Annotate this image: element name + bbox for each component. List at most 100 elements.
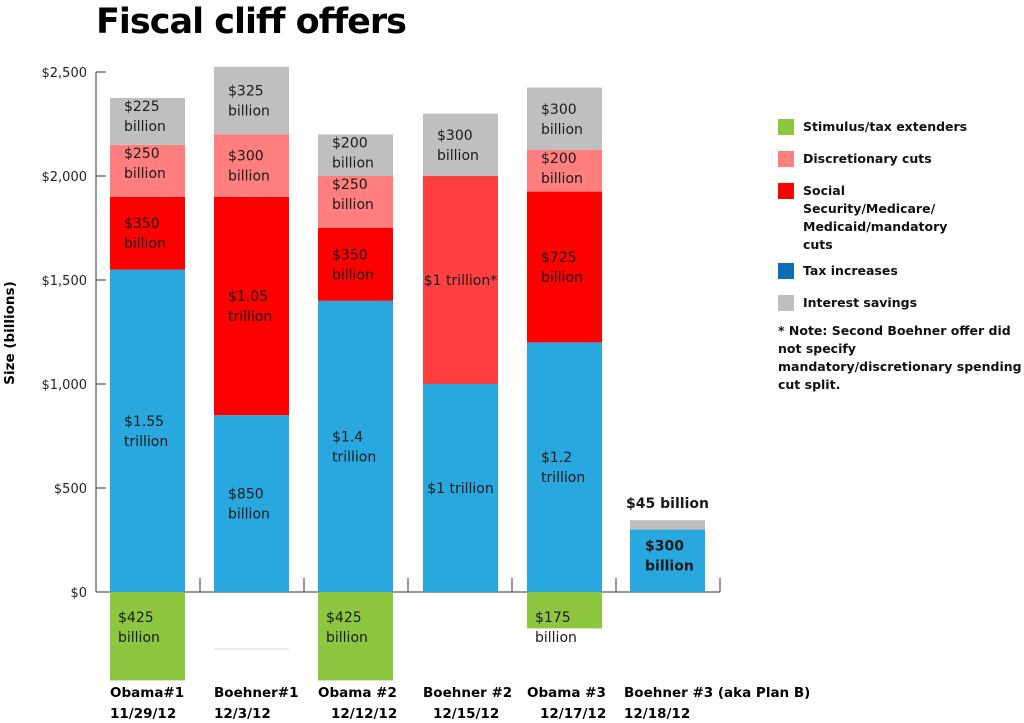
legend-swatch-tax: [778, 263, 794, 279]
segment-label: $350: [332, 247, 368, 263]
bar-segment-interest: [527, 87, 602, 150]
segment-label: billion: [124, 236, 166, 252]
legend-swatch-interest: [778, 295, 794, 311]
legend-swatch-discretionary: [778, 151, 794, 167]
segment-label: billion: [228, 104, 270, 120]
segment-label: billion: [228, 169, 270, 185]
segment-label: billion: [332, 267, 374, 283]
category-label: Boehner #3 (aka Plan B): [624, 685, 810, 701]
segment-label: $45 billion: [626, 496, 709, 512]
category-date: 11/29/12: [110, 706, 176, 722]
category-label: Boehner#1: [214, 685, 298, 701]
legend-swatch-mandatory: [778, 183, 794, 199]
segment-label: $1 trillion*: [424, 273, 498, 289]
segment-label: billion: [118, 630, 160, 646]
bar-segment-tax: [527, 342, 602, 592]
bar-segment-tax: [214, 415, 289, 592]
legend-label: Discretionary cuts: [803, 151, 932, 166]
segment-label: billion: [437, 148, 479, 164]
segment-label: billion: [541, 122, 583, 138]
segment-label: $1.2: [541, 450, 572, 466]
y-tick-label: $2,500: [42, 66, 88, 81]
segment-label: $1 trillion: [427, 481, 494, 497]
bar-segment-mandatory: [214, 196, 289, 416]
segment-label: billion: [228, 507, 270, 523]
segment-label: $850: [228, 487, 264, 503]
bar-segment-discretionary: [110, 144, 185, 197]
category-date: 12/3/12: [214, 706, 271, 722]
category-date: 12/18/12: [624, 706, 690, 722]
bar-segment-discretionary: [214, 134, 289, 197]
bar-segment-discretionary: [527, 150, 602, 192]
segment-label: billion: [541, 171, 583, 187]
chart-title: Fiscal cliff offers: [96, 2, 407, 42]
segment-label: $1.55: [124, 414, 164, 430]
bar-segment-tax: [318, 300, 393, 592]
segment-label: billion: [541, 270, 583, 286]
bar-segment-tax: [423, 384, 498, 592]
y-tick-label: $2,000: [42, 170, 88, 185]
segment-labels: $1.55 trillion $350 billion $250 billion $225 b…: [110, 84, 810, 722]
segment-label: $1.05: [228, 289, 268, 305]
segment-label: billion: [332, 155, 374, 171]
segment-label: billion: [124, 119, 166, 135]
category-label: Obama#1: [110, 685, 184, 701]
segment-label: billion: [535, 630, 577, 646]
category-date: 12/17/12: [540, 706, 606, 722]
segment-label: trillion: [541, 470, 585, 486]
category-label: Boehner #2: [423, 685, 512, 701]
y-tick-label: $1,000: [42, 378, 88, 393]
segment-label: $225: [124, 99, 160, 115]
legend-item: Stimulus/tax extenders: [778, 118, 1024, 136]
legend-item: Social Security/Medicare/ Medicaid/manda…: [778, 182, 1024, 254]
category-label: Obama #3: [527, 685, 606, 701]
bar-segment-interest: [214, 66, 289, 135]
bar-segment-tax: [630, 529, 705, 592]
y-tick-label: $500: [54, 482, 87, 497]
bar-segment-interest: [110, 98, 185, 145]
segment-label: $725: [541, 250, 577, 266]
bar-segment-mandatory: [527, 191, 602, 343]
segment-label: trillion: [332, 449, 376, 465]
segment-label: $250: [332, 177, 368, 193]
bar-segment-interest: [318, 134, 393, 176]
segment-label: $175: [535, 610, 571, 626]
bar-segment-tax: [110, 269, 185, 592]
bars: [110, 66, 705, 681]
bar-segment-interest: [630, 520, 705, 530]
segment-label: trillion: [124, 434, 168, 450]
segment-label: $200: [332, 135, 368, 151]
segment-label: $200: [541, 151, 577, 167]
y-axis-label: Size (billions): [2, 281, 18, 385]
y-tick-label: $0: [70, 586, 87, 601]
segment-label: trillion: [228, 309, 272, 325]
bar-segment-stimulus: [318, 592, 393, 681]
bar-segment-mandatory: [110, 196, 185, 270]
legend-item: Discretionary cuts: [778, 150, 1024, 168]
segment-label: $300: [437, 128, 473, 144]
segment-label: billion: [645, 559, 694, 575]
category-date: 12/12/12: [331, 706, 397, 722]
legend: Stimulus/tax extenders Discretionary cut…: [778, 118, 1024, 394]
segment-label: $300: [541, 102, 577, 118]
segment-label: $300: [228, 149, 264, 165]
bar-segment-stimulus: [110, 592, 185, 681]
legend-label: Social Security/Medicare/ Medicaid/manda…: [803, 183, 948, 252]
segment-label: billion: [326, 630, 368, 646]
bar-segment-mandatory: [318, 228, 393, 301]
segment-label: billion: [124, 166, 166, 182]
segment-label: $325: [228, 84, 264, 100]
legend-label: Interest savings: [803, 295, 918, 310]
legend-item: Interest savings: [778, 294, 1024, 312]
axes: $0 $500 $1,000 $1,500 $2,000 $2,500: [42, 66, 721, 601]
segment-label: billion: [332, 197, 374, 213]
legend-swatch-stimulus: [778, 119, 794, 135]
segment-label: $300: [645, 539, 684, 555]
category-label: Obama #2: [318, 685, 397, 701]
category-date: 12/15/12: [433, 706, 499, 722]
legend-label: Tax increases: [803, 263, 898, 278]
segment-label: $250: [124, 146, 160, 162]
segment-label: $350: [124, 216, 160, 232]
bar-segment-mandatory: [423, 176, 498, 384]
